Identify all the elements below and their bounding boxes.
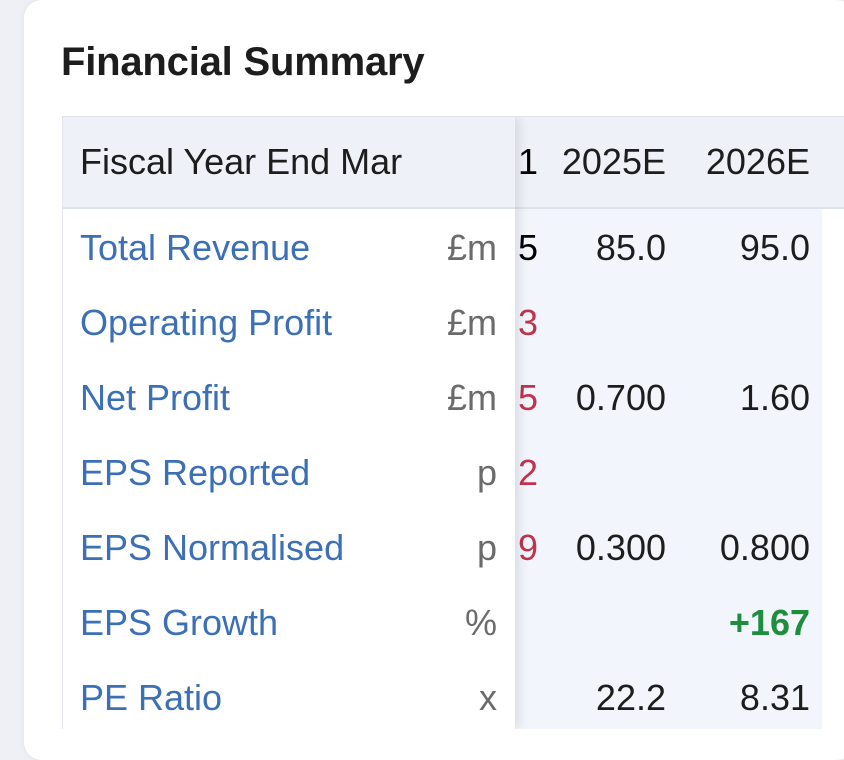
- financial-table[interactable]: 1 2025E 2026E 5 85.0 95.0 3 5 0.700 1.60…: [62, 116, 844, 729]
- row-unit: £m: [446, 377, 497, 418]
- table-cell: 0.300: [575, 527, 666, 568]
- header-year-2025e[interactable]: 2025E: [561, 141, 666, 182]
- column-divider: [822, 209, 844, 729]
- table-cell: 0.800: [719, 527, 810, 568]
- table-cell: 22.2: [595, 677, 666, 718]
- fiscal-year-header: Fiscal Year End Mar: [80, 141, 403, 182]
- row-unit: x: [479, 677, 497, 718]
- row-link-eps-growth[interactable]: EPS Growth: [80, 602, 279, 643]
- row-link-operating-profit[interactable]: Operating Profit: [80, 302, 333, 343]
- column-highlight: [514, 209, 825, 729]
- frozen-header-cell: Fiscal Year End Mar: [63, 117, 515, 209]
- table-cell: 1.60: [739, 377, 810, 418]
- row-unit: p: [476, 452, 497, 493]
- header-year-2026e[interactable]: 2026E: [705, 141, 810, 182]
- partial-cell: 3: [517, 302, 538, 343]
- row-unit: £m: [446, 227, 497, 268]
- row-link-pe-ratio[interactable]: PE Ratio: [80, 677, 223, 718]
- table-cell-positive: +167: [728, 602, 810, 643]
- table-cell: 0.700: [575, 377, 666, 418]
- partial-header-cell: 1: [517, 141, 538, 182]
- row-link-eps-normalised[interactable]: EPS Normalised: [80, 527, 345, 568]
- frozen-label-column: Fiscal Year End Mar Total Revenue £m Ope…: [62, 117, 515, 729]
- partial-cell: 9: [517, 527, 538, 568]
- partial-cell: 5: [517, 227, 538, 268]
- row-link-eps-reported[interactable]: EPS Reported: [80, 452, 311, 493]
- row-link-net-profit[interactable]: Net Profit: [80, 377, 231, 418]
- partial-cell: 5: [517, 377, 538, 418]
- row-unit: £m: [446, 302, 497, 343]
- table-cell: 85.0: [595, 227, 666, 268]
- page-title: Financial Summary: [61, 40, 425, 84]
- row-link-total-revenue[interactable]: Total Revenue: [80, 227, 311, 268]
- row-unit: p: [476, 527, 497, 568]
- table-cell: 8.31: [739, 677, 810, 718]
- table-cell: 95.0: [739, 227, 810, 268]
- row-unit: %: [464, 602, 497, 643]
- partial-cell: 2: [517, 452, 538, 493]
